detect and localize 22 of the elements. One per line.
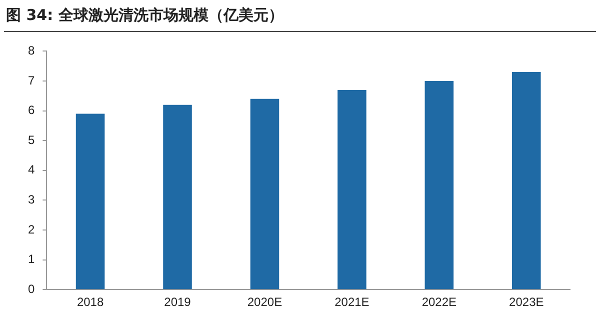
x-tick-label: 2021E <box>334 295 370 310</box>
y-tick-label: 4 <box>28 162 35 177</box>
bar <box>76 114 105 290</box>
y-tick-label: 7 <box>28 73 35 88</box>
y-tick-label: 8 <box>28 44 35 58</box>
bar <box>424 81 454 290</box>
y-tick-label: 5 <box>28 132 35 147</box>
bar <box>512 72 541 290</box>
bar <box>163 104 192 290</box>
y-tick-label: 0 <box>28 282 35 296</box>
y-tick-label: 2 <box>28 222 35 236</box>
x-tick-label: 2020E <box>247 295 282 310</box>
y-tick-label: 6 <box>28 103 35 118</box>
x-tick-label: 2023E <box>509 295 544 310</box>
bar <box>250 98 280 290</box>
y-tick-label: 3 <box>28 192 35 207</box>
x-tick-label: 2022E <box>422 295 457 310</box>
y-tick-label: 1 <box>28 252 35 266</box>
chart-title: 图 34: 全球激光清洗市场规模（亿美元） <box>4 4 596 32</box>
x-tick-label: 2018 <box>76 295 104 310</box>
bar <box>338 90 366 290</box>
x-tick-label: 2019 <box>164 295 192 310</box>
